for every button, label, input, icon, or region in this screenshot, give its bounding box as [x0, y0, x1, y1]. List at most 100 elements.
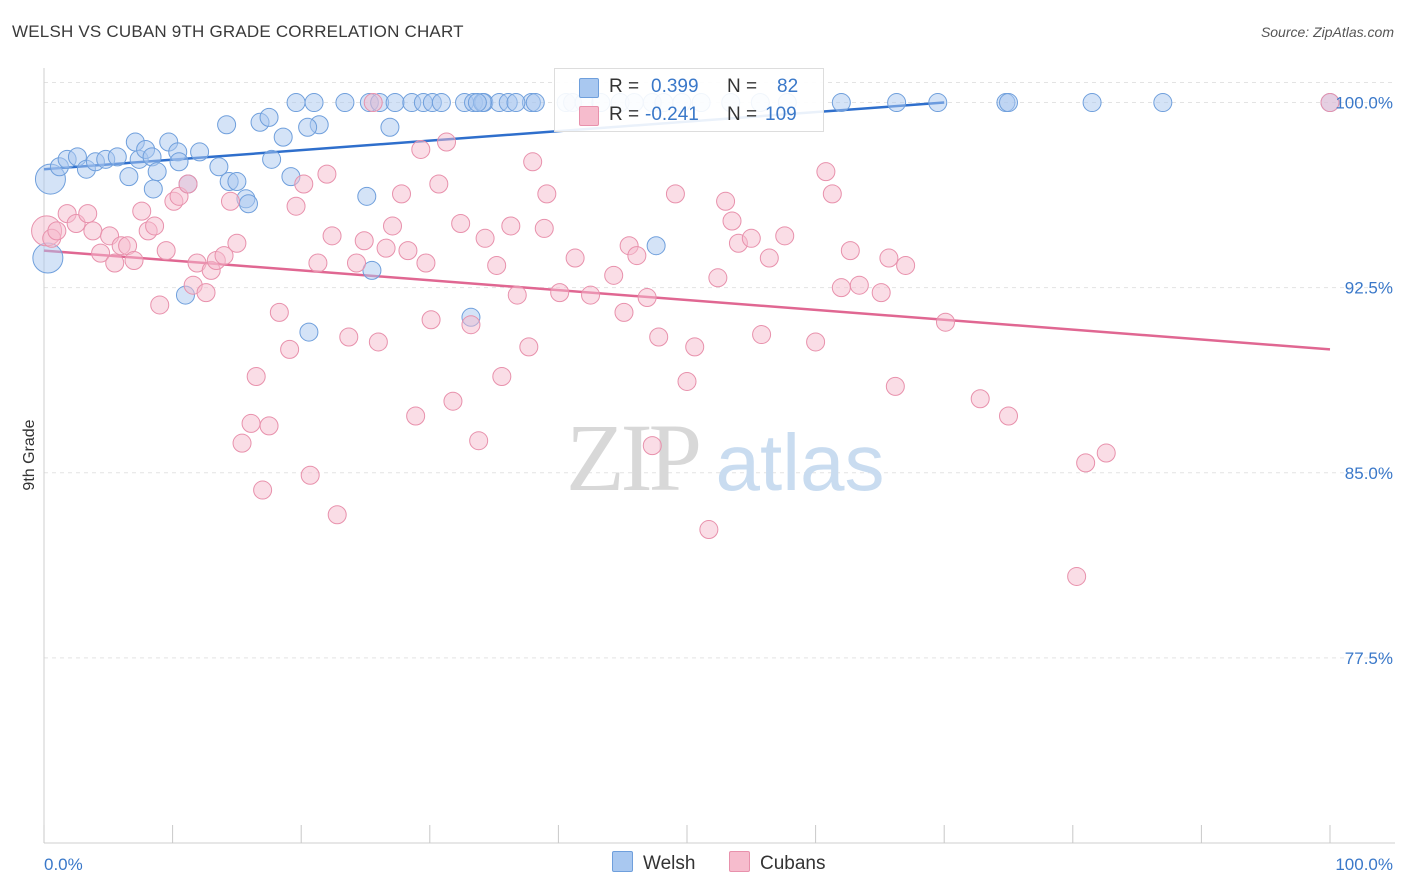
cuban-point	[383, 216, 403, 236]
cuban-point	[145, 216, 165, 236]
cuban-point	[416, 253, 436, 273]
cuban-point	[604, 265, 624, 285]
cuban-point	[840, 241, 860, 261]
cuban-point	[241, 413, 261, 433]
bottom-legend-cubans: Cubans	[729, 851, 826, 875]
cuban-point	[398, 241, 418, 261]
watermark-zip: ZIP	[566, 404, 699, 511]
cubans-legend-swatch	[729, 851, 750, 872]
cuban-point	[308, 253, 328, 273]
cuban-point	[849, 275, 869, 295]
cuban-point	[507, 285, 527, 305]
cuban-point	[1067, 566, 1087, 586]
cuban-point	[156, 241, 176, 261]
cuban-point	[294, 174, 314, 194]
cuban-point	[637, 288, 657, 308]
welsh-point	[467, 93, 487, 113]
cuban-point	[124, 251, 144, 271]
welsh-point	[209, 157, 229, 177]
data-points	[31, 93, 1340, 586]
cuban-point	[685, 337, 705, 357]
cuban-point	[91, 243, 111, 263]
welsh-point	[506, 93, 526, 113]
cuban-point	[1320, 93, 1340, 113]
welsh-point	[286, 93, 306, 113]
cuban-point	[519, 337, 539, 357]
welsh-point	[238, 194, 258, 214]
cuban-point	[501, 216, 521, 236]
cuban-point	[246, 367, 266, 387]
cuban-point	[806, 332, 826, 352]
cuban-point	[537, 184, 557, 204]
cuban-point	[429, 174, 449, 194]
n-value: 82	[777, 76, 799, 97]
cuban-point	[376, 238, 396, 258]
cuban-point	[831, 278, 851, 298]
cuban-point	[269, 302, 289, 322]
x-tick-label: 100.0%	[1335, 855, 1393, 874]
tick-labels: 77.5% 85.0% 92.5% 100.0% 0.0% 100.0% 9th Grade	[21, 94, 1393, 874]
watermark-atlas: atlas	[716, 418, 885, 507]
legend-row-welsh: R = 0.399 N = 82	[555, 72, 823, 102]
welsh-point	[1082, 93, 1102, 113]
welsh-point	[299, 322, 319, 342]
cuban-point	[286, 196, 306, 216]
cuban-point	[437, 132, 457, 152]
cuban-point	[871, 283, 891, 303]
cuban-point	[677, 371, 697, 391]
n-label: N =	[727, 76, 758, 97]
y-tick-label: 92.5%	[1345, 279, 1393, 298]
cuban-point	[1076, 453, 1096, 473]
welsh-point	[525, 93, 545, 113]
cuban-point	[879, 248, 899, 268]
y-axis-label: 9th Grade	[21, 419, 38, 490]
n-value: 109	[765, 104, 797, 125]
cuban-point	[322, 226, 342, 246]
cuban-point	[406, 406, 426, 426]
cuban-point	[523, 152, 543, 172]
cuban-point	[232, 433, 252, 453]
welsh-point	[380, 117, 400, 137]
cuban-point	[716, 191, 736, 211]
cuban-point	[752, 325, 772, 345]
cuban-point	[214, 246, 234, 266]
cuban-point	[822, 184, 842, 204]
welsh-point	[217, 115, 237, 135]
cuban-point	[411, 139, 431, 159]
cuban-point	[339, 327, 359, 347]
welsh-point	[385, 93, 405, 113]
cuban-point	[105, 253, 125, 273]
cuban-point	[451, 213, 471, 233]
cuban-point	[317, 164, 337, 184]
cuban-point	[970, 389, 990, 409]
welsh-point	[227, 172, 247, 192]
cuban-point	[534, 218, 554, 238]
cuban-point	[421, 310, 441, 330]
r-label: R =	[609, 104, 640, 125]
welsh-point	[169, 152, 189, 172]
welsh-point	[190, 142, 210, 162]
cubans-trend-line	[43, 249, 1331, 351]
cuban-point	[354, 231, 374, 251]
cuban-point	[259, 416, 279, 436]
welsh-point	[304, 93, 324, 113]
cuban-point	[999, 406, 1018, 426]
n-label: N =	[727, 104, 758, 125]
r-value: -0.241	[645, 104, 699, 125]
watermark: ZIP atlas	[566, 404, 884, 511]
cuban-point	[935, 312, 955, 332]
cuban-point	[741, 228, 761, 248]
cuban-point	[614, 302, 634, 322]
cuban-point	[368, 332, 388, 352]
cuban-point	[83, 221, 103, 241]
bottom-legend-welsh: Welsh	[612, 851, 695, 875]
cubans-swatch	[579, 106, 599, 126]
gridlines	[44, 82, 1395, 659]
welsh-point	[1153, 93, 1173, 113]
cuban-point	[550, 283, 570, 303]
welsh-point	[143, 179, 163, 199]
welsh-point	[32, 242, 64, 274]
legend-row-cubans: R = -0.241 N = 109	[555, 100, 823, 130]
welsh-point	[273, 127, 293, 147]
